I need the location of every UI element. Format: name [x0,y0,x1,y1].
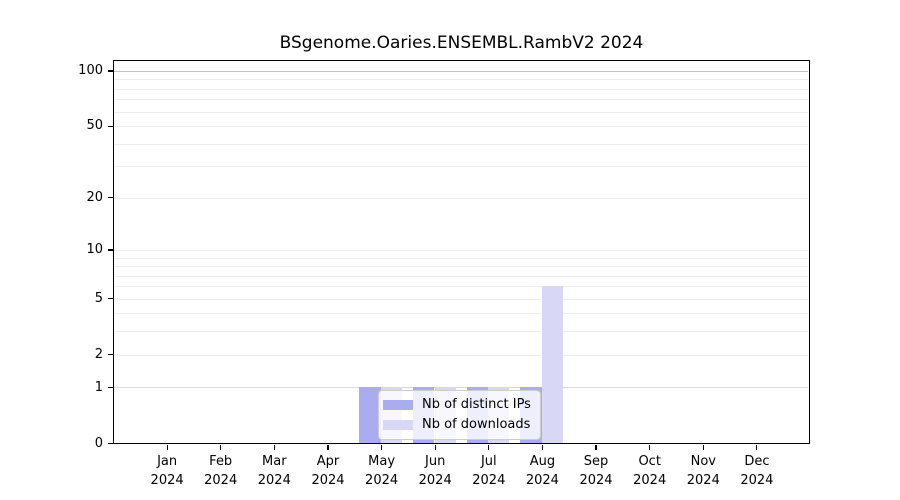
x-tick-label-Nov: Nov 2024 [686,454,720,488]
x-tick-label-Oct: Oct 2024 [633,454,667,488]
legend-item-downloads: Nb of downloads [383,415,531,435]
bar-distinct-ips-May [359,387,381,444]
x-tick-mark-Jun [434,444,436,450]
y-tick-mark-0 [108,442,113,445]
gridline-20 [114,197,808,199]
legend-swatch-distinct-ips-icon [383,400,413,410]
gridline-50 [114,126,808,127]
gridline-80 [114,88,808,90]
gridline-40 [114,143,808,145]
gridline-4 [114,313,808,315]
legend-label-downloads: Nb of downloads [422,417,531,432]
x-tick-mark-Dec [756,444,758,450]
gridline-1 [114,387,808,389]
y-tick-label-20: 20 [86,189,103,205]
x-tick-label-Mar: Mar 2024 [257,454,291,488]
x-tick-mark-May [381,444,383,450]
x-tick-label-Jun: Jun 2024 [418,454,452,488]
x-tick-mark-Mar [273,444,275,450]
x-tick-mark-Jan [166,444,168,450]
x-tick-mark-Nov [702,444,704,450]
gridline-7 [114,275,808,277]
gridline-10 [114,249,808,251]
y-tick-mark-2 [108,354,113,356]
gridline-5 [114,298,808,300]
x-tick-mark-Feb [220,444,222,450]
gridline-9 [114,257,808,259]
legend-swatch-downloads-icon [383,420,413,430]
gridline-2 [114,354,808,356]
x-tick-label-Jul: Jul 2024 [472,454,506,488]
bar-downloads-Aug [541,286,564,444]
gridline-8 [114,266,808,267]
x-tick-label-Apr: Apr 2024 [311,454,345,488]
legend-label-distinct-ips: Nb of distinct IPs [422,397,531,412]
x-tick-label-Feb: Feb 2024 [204,454,238,488]
gridline-6 [114,286,808,288]
y-tick-mark-10 [108,249,113,251]
gridline-60 [114,111,808,113]
y-tick-mark-1 [108,387,113,389]
y-tick-label-1: 1 [94,379,103,395]
plot-area: Nb of distinct IPs Nb of downloads [113,60,810,444]
y-tick-label-50: 50 [86,118,103,134]
y-tick-label-5: 5 [94,290,103,306]
x-tick-label-Jan: Jan 2024 [150,454,184,488]
y-tick-mark-50 [108,125,113,127]
y-tick-label-100: 100 [78,63,103,78]
gridline-70 [114,99,808,101]
gridline-3 [114,331,808,333]
x-tick-mark-Oct [649,444,651,450]
gridline-100 [114,70,808,72]
y-tick-label-0: 0 [94,435,103,451]
y-tick-mark-5 [108,298,113,300]
y-tick-mark-20 [108,197,113,199]
gridline-90 [114,79,808,81]
legend: Nb of distinct IPs Nb of downloads [378,390,541,440]
chart-title: BSgenome.Oaries.ENSEMBL.RambV2 2024 [279,33,644,53]
gridline-30 [114,166,808,168]
x-tick-mark-Apr [327,444,329,450]
y-tick-label-10: 10 [86,242,103,257]
x-tick-mark-Jul [488,444,490,450]
y-tick-label-2: 2 [94,346,103,362]
legend-item-distinct-ips: Nb of distinct IPs [383,395,531,415]
y-tick-mark-100 [108,70,113,72]
x-tick-mark-Aug [541,444,543,450]
x-tick-label-Sep: Sep 2024 [579,454,613,488]
x-tick-mark-Sep [595,444,597,450]
x-tick-label-May: May 2024 [365,454,399,488]
x-tick-label-Dec: Dec 2024 [740,454,774,488]
x-tick-label-Aug: Aug 2024 [525,454,559,488]
